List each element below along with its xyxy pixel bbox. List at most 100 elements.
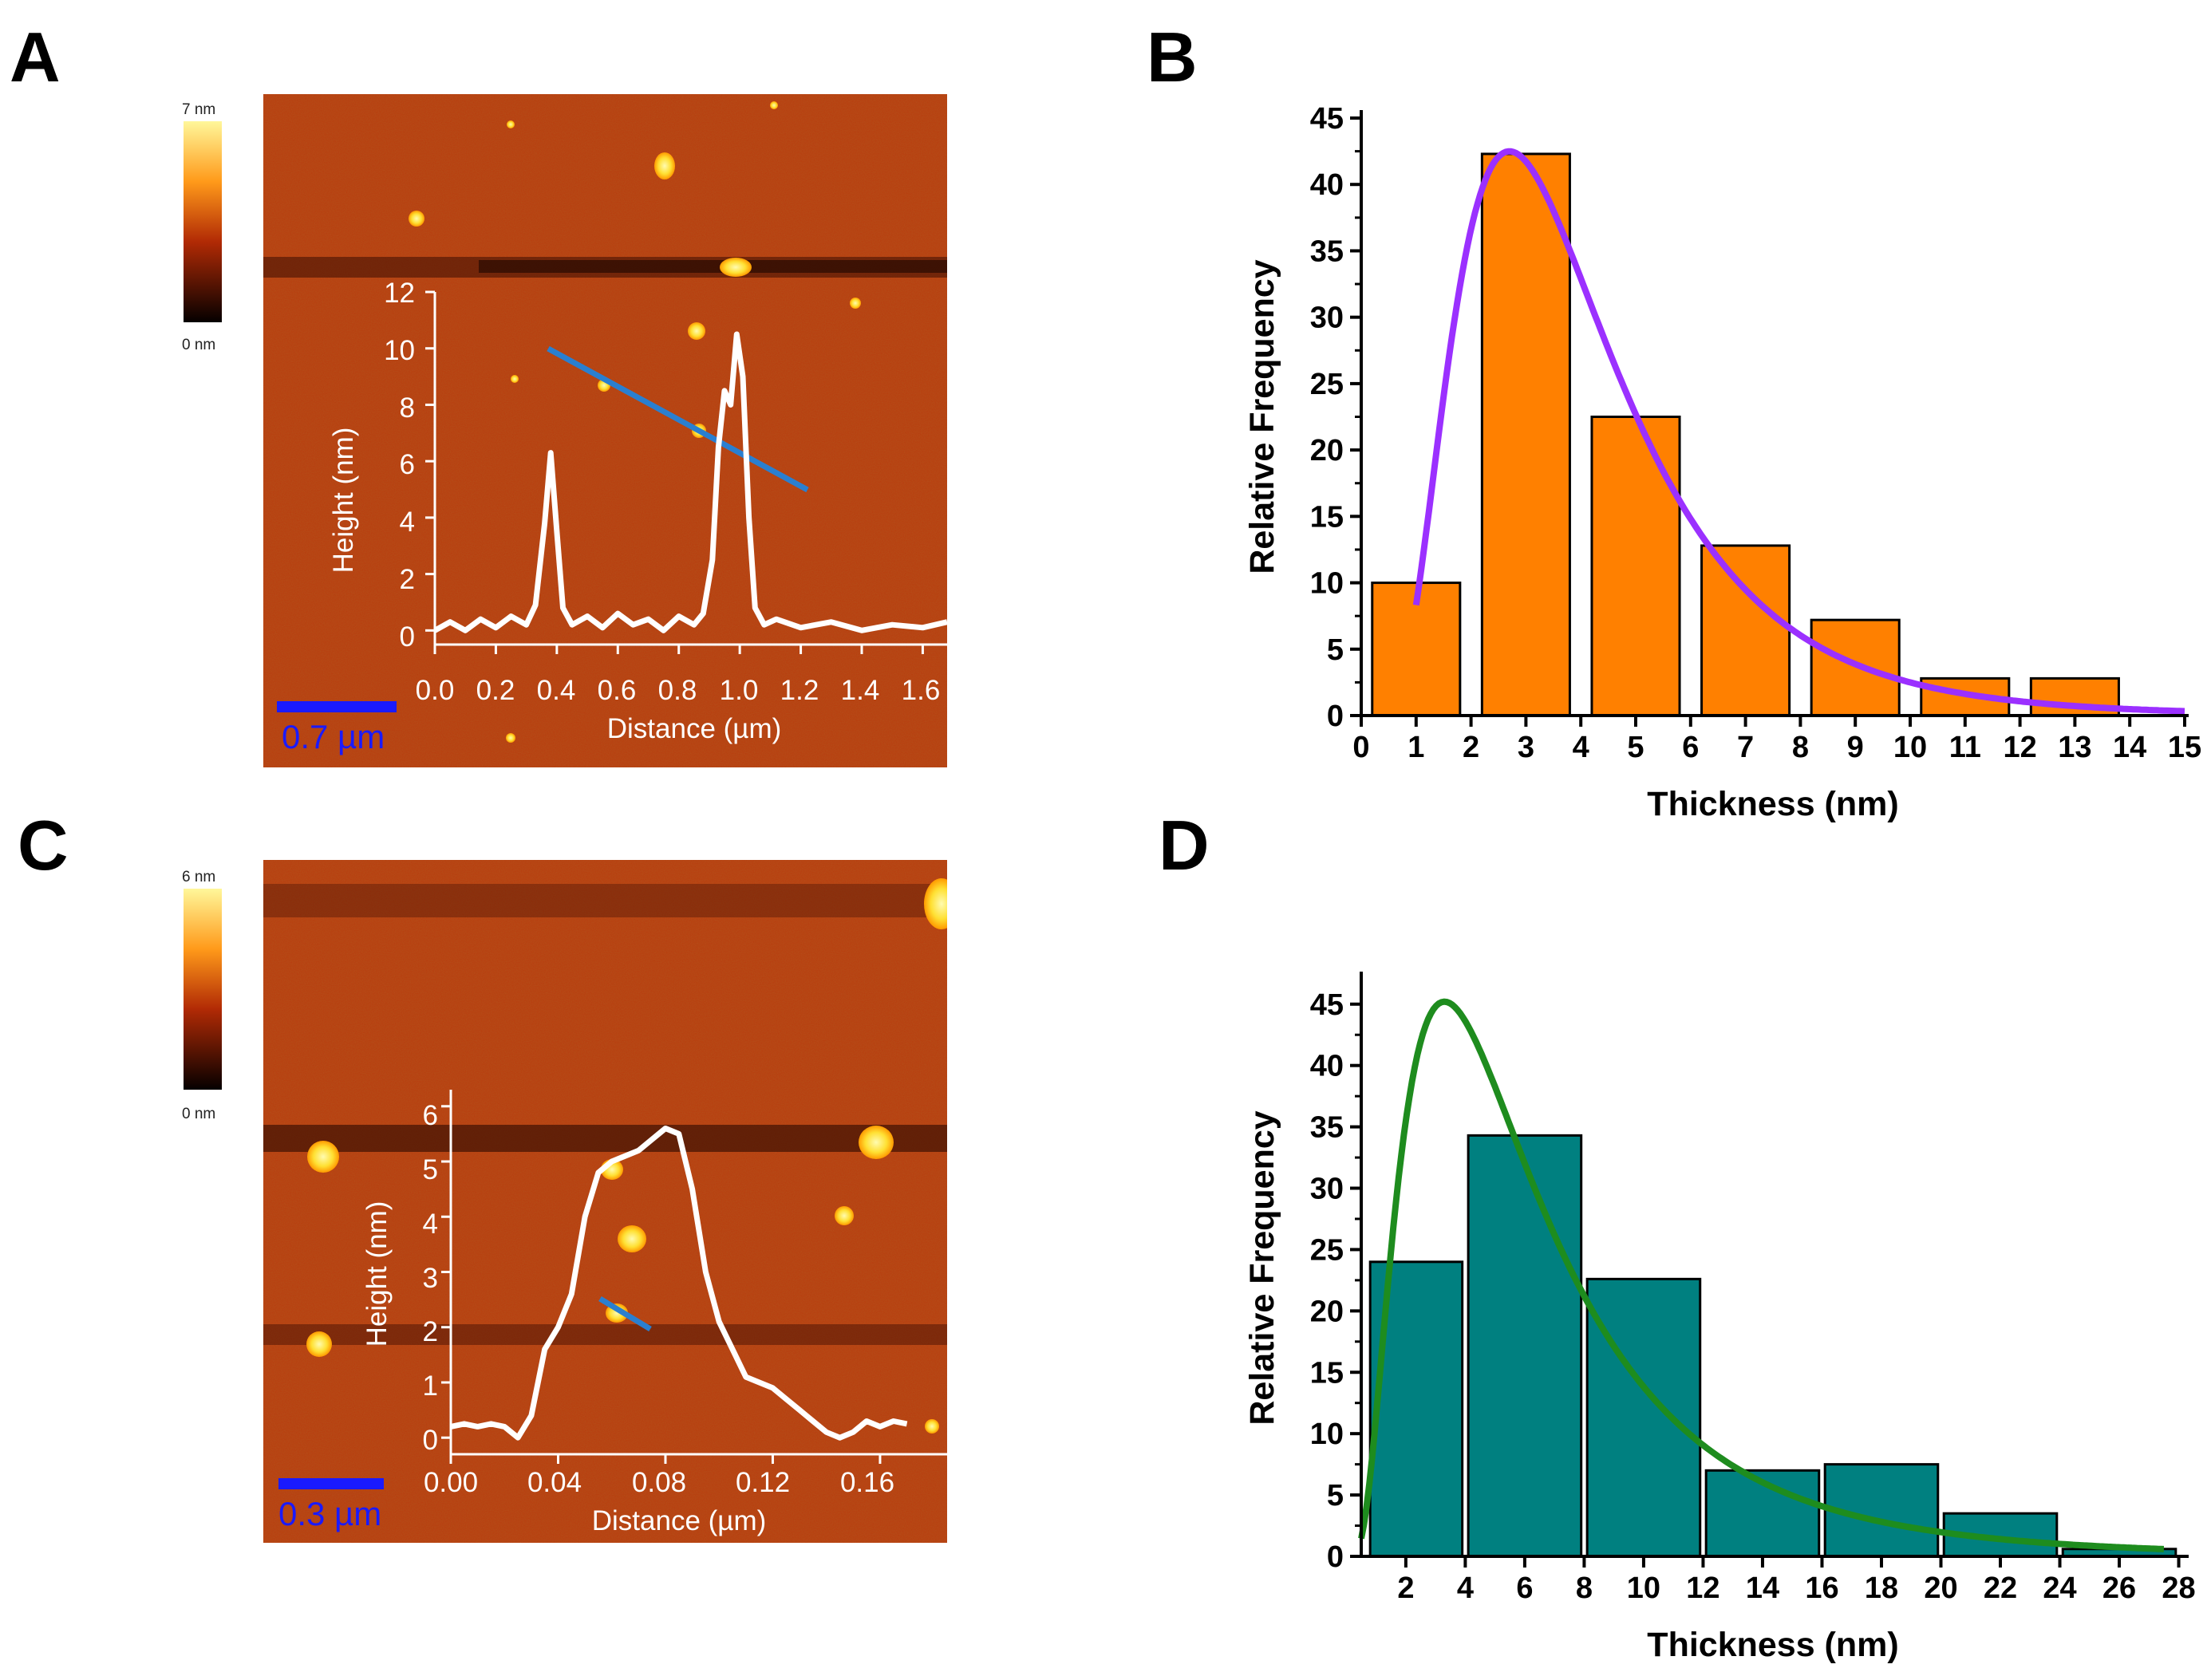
inset-a-ticks [425,290,924,654]
hist-d-ytick-label: 5 [1327,1479,1344,1512]
hist-b-xtick-label: 0 [1352,731,1369,764]
inset-a-ytick: 0 [400,621,415,653]
hist-d-bar-2 [1467,1134,1583,1558]
hist-d-xtick-label: 16 [1805,1572,1838,1605]
hist-b-xlabel: Thickness (nm) [1647,785,1898,823]
hist-b-ytick-label: 0 [1327,700,1344,733]
hist-d-ytick-label: 25 [1310,1233,1344,1267]
hist-d-ytick-label: 10 [1310,1418,1344,1451]
hist-b-xtick-label: 3 [1518,731,1534,764]
hist-b-xtick-label: 7 [1737,731,1754,764]
hist-d-xlabel: Thickness (nm) [1647,1626,1898,1664]
inset-a-xtick: 0.4 [537,675,576,706]
inset-c-xtick: 0.12 [736,1467,790,1498]
colorbar-c-gradient [184,889,222,1090]
hist-b-ytick-label: 20 [1310,434,1344,467]
scale-bar-a-label: 0.7 µm [282,718,385,755]
hist-b-ytick-label: 15 [1310,500,1344,534]
particle [654,152,675,179]
hist-d-xtick-label: 12 [1686,1572,1719,1605]
hist-b-xtick-label: 1 [1408,731,1424,764]
hist-d-ytick-label: 0 [1327,1540,1344,1574]
colorbar-c: 6 nm 0 nm [182,869,222,1122]
afm-image-c-scanline [263,1324,947,1345]
hist-d-ytick-label: 30 [1310,1173,1344,1206]
scale-bar-a: 0.7 µm [277,701,397,755]
scale-bar-c-rect [278,1478,384,1489]
hist-d-xtick-label: 24 [2043,1572,2076,1605]
inset-c-xtick: 0.04 [527,1467,582,1498]
inset-a-ytick: 2 [400,564,415,595]
hist-b-ytick-label: 45 [1310,102,1344,136]
inset-a-ytick: 8 [400,392,415,424]
profile-line-a [547,345,809,493]
hist-d-xtick-label: 10 [1627,1572,1660,1605]
inset-a-xtick: 1.4 [841,675,880,706]
afm-image-c-scanline [263,884,947,917]
inset-c-ytick: 2 [423,1316,438,1347]
hist-b-bar-3 [1590,416,1681,717]
inset-c-xtick: 0.08 [632,1467,686,1498]
hist-d-ytick-label: 45 [1310,988,1344,1022]
inset-c-xtick: 0.16 [840,1467,894,1498]
inset-c-ylabel: Height (nm) [361,1201,393,1347]
hist-b-xtick-label: 12 [2003,731,2036,764]
hist-b-ytick-label: 25 [1310,368,1344,401]
colorbar-c-max: 6 nm [182,869,215,885]
inset-a-xtick: 1.2 [780,675,819,706]
inset-c-ytick: 0 [423,1425,438,1456]
particle [925,1419,939,1434]
inset-a-ylabel: Height (nm) [328,428,359,574]
hist-b-xtick-label: 5 [1627,731,1644,764]
hist-d-xtick-label: 6 [1516,1572,1533,1605]
inset-c-xlabel: Distance (µm) [592,1505,767,1536]
inset-a-xtick: 0.6 [598,675,637,706]
inset-a-ytick: 6 [400,449,415,480]
hist-d-xtick-label: 22 [1984,1572,2017,1605]
particle [618,1225,646,1252]
hist-b-bar-4 [1700,544,1791,717]
afm-image-c [263,860,947,1543]
hist-d-xtick-label: 8 [1576,1572,1593,1605]
hist-b-xtick-label: 15 [2168,731,2201,764]
afm-image-a-dark-streak [479,260,947,273]
panel-letter-d: D [1159,806,1210,885]
profile-line-c [598,1296,652,1331]
particle [835,1206,854,1225]
hist-d-xtick-label: 26 [2102,1572,2136,1605]
hist-d-ytick-label: 40 [1310,1050,1344,1083]
inset-c-ytick: 4 [423,1209,438,1240]
hist-b-bar-2 [1480,152,1571,717]
inset-c-xtick: 0.00 [424,1467,478,1498]
particle [770,101,778,109]
particle [511,375,519,383]
scale-bar-a-rect [277,701,397,712]
hist-b-ytick-label: 40 [1310,168,1344,202]
inset-a-xlabel: Distance (µm) [607,713,782,744]
inset-a-ytick: 4 [400,507,415,538]
particle [307,1141,339,1173]
hist-d-ytick-label: 35 [1310,1111,1344,1145]
hist-d-xtick-label: 14 [1746,1572,1779,1605]
hist-b-xtick-label: 11 [1949,731,1981,764]
hist-b-xtick-label: 6 [1682,731,1699,764]
panel-letter-c: C [18,806,69,885]
inset-c-ytick: 1 [423,1370,438,1402]
afm-image-a [263,94,947,767]
hist-b-xtick-label: 10 [1893,731,1927,764]
particle [409,211,424,227]
hist-d-bar-3 [1585,1277,1702,1558]
particle [859,1126,894,1159]
hist-d-xtick-label: 28 [2162,1572,2195,1605]
hist-b-ytick-label: 10 [1310,567,1344,601]
hist-b-ytick-label: 35 [1310,235,1344,268]
colorbar-a-gradient [184,121,222,322]
afm-image-a-texture [263,94,947,767]
hist-b-ytick-label: 30 [1310,302,1344,335]
hist-b-xtick-label: 2 [1463,731,1479,764]
inset-a-xtick: 0.2 [476,675,515,706]
inset-chart-a: 12 10 8 6 4 2 0 0.0 0.2 0.4 0.6 0.8 1.0 … [328,278,948,744]
inset-a-profile-line [433,331,948,633]
hist-d-xtick-label: 20 [1924,1572,1957,1605]
hist-d-xtick-label: 4 [1457,1572,1474,1605]
